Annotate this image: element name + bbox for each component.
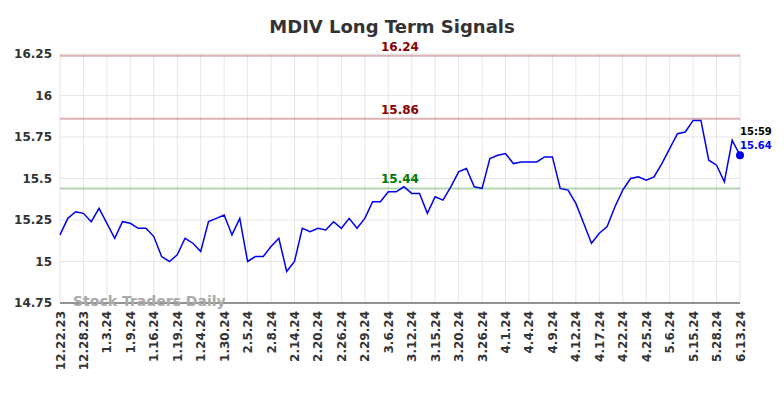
svg-text:15: 15	[35, 255, 52, 269]
svg-text:1.9.24: 1.9.24	[124, 311, 138, 354]
svg-text:1.19.24: 1.19.24	[171, 311, 185, 362]
svg-text:4.4.24: 4.4.24	[522, 311, 536, 354]
svg-text:14.75: 14.75	[14, 296, 52, 310]
svg-text:4.12.24: 4.12.24	[569, 311, 583, 362]
svg-text:12.22.23: 12.22.23	[54, 311, 68, 370]
svg-text:16.24: 16.24	[381, 40, 419, 54]
svg-text:4.1.24: 4.1.24	[499, 311, 513, 354]
svg-text:15.86: 15.86	[381, 103, 419, 117]
svg-text:2.5.24: 2.5.24	[241, 311, 255, 354]
svg-text:3.12.24: 3.12.24	[405, 311, 419, 362]
svg-text:15.75: 15.75	[14, 130, 52, 144]
svg-text:1.24.24: 1.24.24	[194, 311, 208, 362]
svg-text:3.20.24: 3.20.24	[452, 311, 466, 362]
svg-text:4.9.24: 4.9.24	[546, 311, 560, 354]
svg-text:12.28.23: 12.28.23	[77, 311, 91, 370]
svg-text:16.25: 16.25	[14, 47, 52, 61]
svg-text:2.8.24: 2.8.24	[265, 311, 279, 354]
svg-text:5.6.24: 5.6.24	[663, 311, 677, 354]
svg-text:5.28.24: 5.28.24	[710, 311, 724, 362]
svg-text:16: 16	[35, 89, 52, 103]
svg-text:15.5: 15.5	[22, 172, 52, 186]
svg-text:1.16.24: 1.16.24	[147, 311, 161, 362]
svg-text:4.22.24: 4.22.24	[616, 311, 630, 362]
svg-text:1.3.24: 1.3.24	[100, 311, 114, 354]
svg-text:1.30.24: 1.30.24	[218, 311, 232, 362]
svg-text:5.15.24: 5.15.24	[687, 311, 701, 362]
html-text:Stock Traders Daily: Stock Traders Daily	[73, 293, 226, 309]
svg-text:15.44: 15.44	[381, 172, 419, 186]
svg-text:2.20.24: 2.20.24	[311, 311, 325, 362]
svg-text:4.17.24: 4.17.24	[593, 311, 607, 362]
svg-text:3.26.24: 3.26.24	[476, 311, 490, 362]
svg-text:4.25.24: 4.25.24	[640, 311, 654, 362]
svg-text:2.29.24: 2.29.24	[358, 311, 372, 362]
html-text:MDIV Long Term Signals: MDIV Long Term Signals	[269, 16, 515, 37]
svg-text:15.64: 15.64	[740, 140, 772, 151]
svg-text:3.15.24: 3.15.24	[429, 311, 443, 362]
svg-text:3.6.24: 3.6.24	[382, 311, 396, 354]
svg-text:15.25: 15.25	[14, 213, 52, 227]
svg-text:2.14.24: 2.14.24	[288, 311, 302, 362]
svg-text:6.13.24: 6.13.24	[734, 311, 748, 362]
svg-text:15:59: 15:59	[740, 126, 772, 137]
svg-text:2.26.24: 2.26.24	[335, 311, 349, 362]
